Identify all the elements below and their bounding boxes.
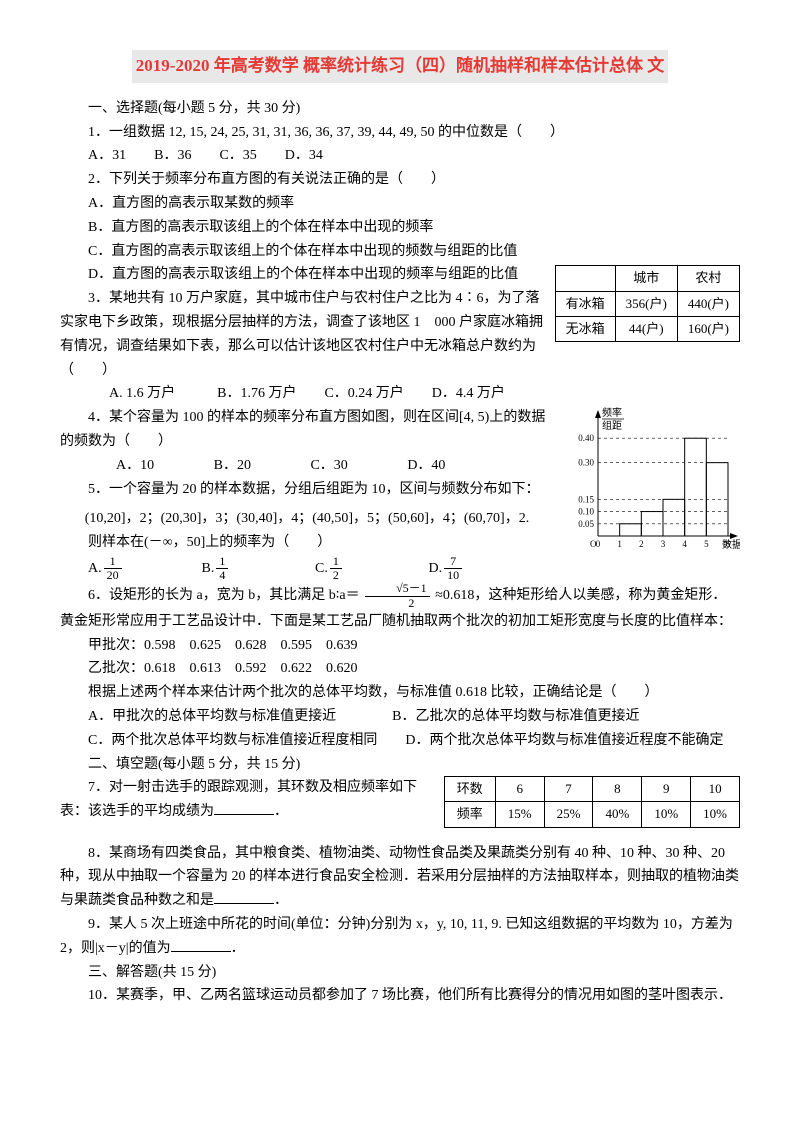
svg-text:3: 3 [661,539,666,549]
svg-text:0.15: 0.15 [578,495,594,505]
q3-options: A. 1.6 万户 B．1.76 万户 C．0.24 万户 D．4.4 万户 [60,382,740,406]
svg-text:频率: 频率 [602,406,622,419]
histogram-chart: 频率组距数据 0.05 0.10 0.15 0.30 0.40 0 1 2 3 4 5 6 O [560,406,740,556]
q8-stem: 8．某商场有四类食品，其中粮食类、植物油类、动物性食品类及果蔬类分别有 40 种… [60,842,740,913]
q1-stem: 1．一组数据 12, 15, 24, 25, 31, 31, 36, 36, 3… [60,121,740,145]
svg-text:O: O [590,539,597,549]
q9-stem: 9．某人 5 次上班途中所花的时间(单位：分钟)分别为 x，y, 10, 11,… [60,913,740,961]
q6-CD: C．两个批次总体平均数与标准值接近程度相同 D．两个批次总体平均数与标准值接近程… [60,729,740,753]
t1-h1 [555,266,615,291]
t1-h2: 城市 [615,266,677,291]
svg-text:6: 6 [726,539,731,549]
q2-A: A．直方图的高表示取某数的频率 [60,192,740,216]
svg-text:4: 4 [682,539,687,549]
q6-row2: 乙批次：0.618 0.613 0.592 0.622 0.620 [60,657,740,681]
svg-text:0.05: 0.05 [578,519,594,529]
svg-text:0.10: 0.10 [578,507,594,517]
section-1-heading: 一、选择题(每小题 5 分，共 30 分) [60,97,740,121]
q7-table: 环数678910 频率15%25%40%10%10% [444,776,740,827]
q6-stem: 6．设矩形的长为 a，宽为 b，其比满足 b∶a＝ √5－12 ≈0.618，这… [60,582,740,633]
q5-options: A.120 B.14 C.12 D.710 [60,555,740,582]
section-2-heading: 二、填空题(每小题 5 分，共 15 分) [60,753,740,777]
q4-A: A．10 [88,454,154,478]
t1-r2c1: 无冰箱 [555,316,615,341]
q6-pre: 6．设矩形的长为 a，宽为 b，其比满足 b∶a＝ [88,588,360,603]
q1-options: A．31 B．36 C．35 D．34 [60,144,740,168]
q2-B: B．直方图的高表示取该组上的个体在样本中出现的频率 [60,216,740,240]
t1-r1c1: 有冰箱 [555,291,615,316]
svg-text:5: 5 [704,539,709,549]
svg-text:数据: 数据 [722,538,740,551]
svg-text:组距: 组距 [602,419,622,432]
page-title: 2019-2020 年高考数学 概率统计练习（四）随机抽样和样本估计总体 文 [132,50,668,83]
q4-C: C．30 [282,454,347,478]
t1-r1c3: 440(户) [677,291,739,316]
t1-h3: 农村 [677,266,739,291]
svg-text:1: 1 [617,539,622,549]
svg-text:0: 0 [596,539,601,549]
q4-D: D．40 [379,454,445,478]
q2-stem: 2．下列关于频率分布直方图的有关说法正确的是（ ） [60,168,740,192]
svg-text:0.30: 0.30 [578,458,594,468]
svg-text:2: 2 [639,539,644,549]
q6-row1: 甲批次：0.598 0.625 0.628 0.595 0.639 [60,634,740,658]
q6-ask: 根据上述两个样本来估计两个批次的总体平均数，与标准值 0.618 比较，正确结论… [60,681,740,705]
section-3-heading: 三、解答题(共 15 分) [60,961,740,985]
svg-text:0.40: 0.40 [578,433,594,443]
q4-B: B．20 [186,454,251,478]
q2-C: C．直方图的高表示取该组上的个体在样本中出现的频数与组距的比值 [60,240,740,264]
q10-stem: 10．某赛季，甲、乙两名篮球运动员都参加了 7 场比赛，他们所有比赛得分的情况用… [60,984,740,1008]
t1-r2c3: 160(户) [677,316,739,341]
t1-r1c2: 356(户) [615,291,677,316]
q6-AB: A．甲批次的总体平均数与标准值更接近 B．乙批次的总体平均数与标准值更接近 [60,705,740,729]
q3-table: 城市农村 有冰箱356(户)440(户) 无冰箱44(户)160(户) [555,265,740,341]
t1-r2c2: 44(户) [615,316,677,341]
